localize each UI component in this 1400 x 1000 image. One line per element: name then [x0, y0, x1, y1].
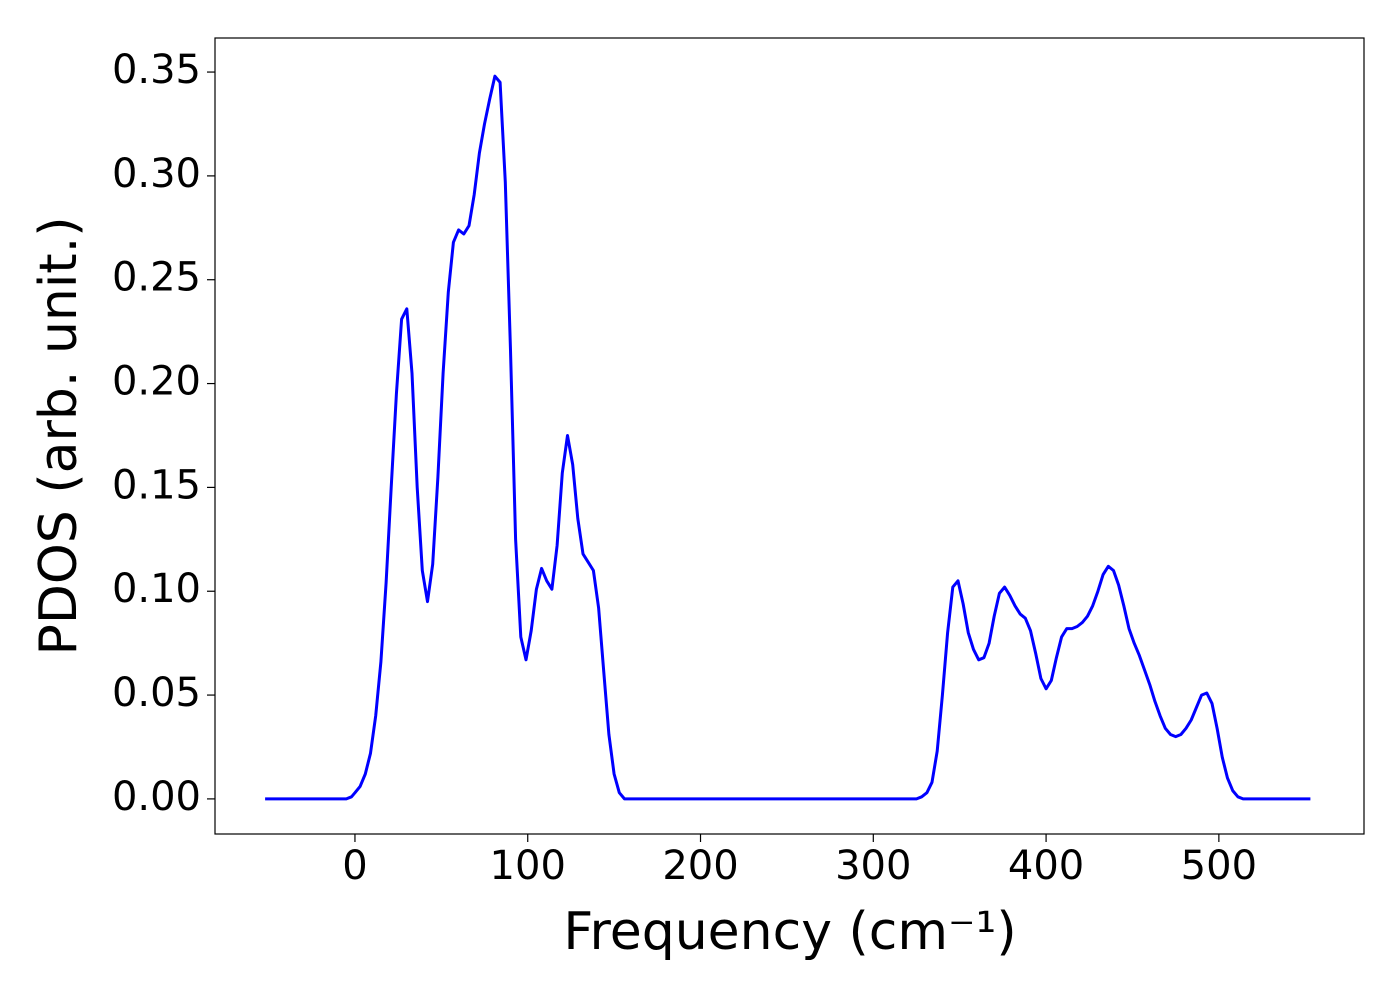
plot-frame: [214, 37, 1365, 835]
y-tick-label: 0.35: [112, 47, 201, 93]
y-tick-label: 0.15: [112, 462, 201, 508]
data-line: [265, 74, 1311, 801]
x-tick-label: 0: [342, 843, 367, 889]
x-tick-label: 500: [1181, 843, 1257, 889]
x-tick-label: 300: [835, 843, 911, 889]
y-tick-label: 0.25: [112, 255, 201, 301]
y-tick-label: 0.30: [112, 151, 201, 197]
y-tick-label: 0.10: [112, 566, 201, 612]
y-tick-label: 0.00: [112, 774, 201, 820]
x-axis-label: Frequency (cm⁻¹): [563, 902, 1016, 962]
y-tick-label: 0.20: [112, 359, 201, 405]
y-axis-label: PDOS (arb. unit.): [29, 216, 89, 655]
x-tick-label: 100: [490, 843, 566, 889]
x-tick-label: 400: [1008, 843, 1084, 889]
y-tick-label: 0.05: [112, 670, 201, 716]
x-tick-label: 200: [662, 843, 738, 889]
